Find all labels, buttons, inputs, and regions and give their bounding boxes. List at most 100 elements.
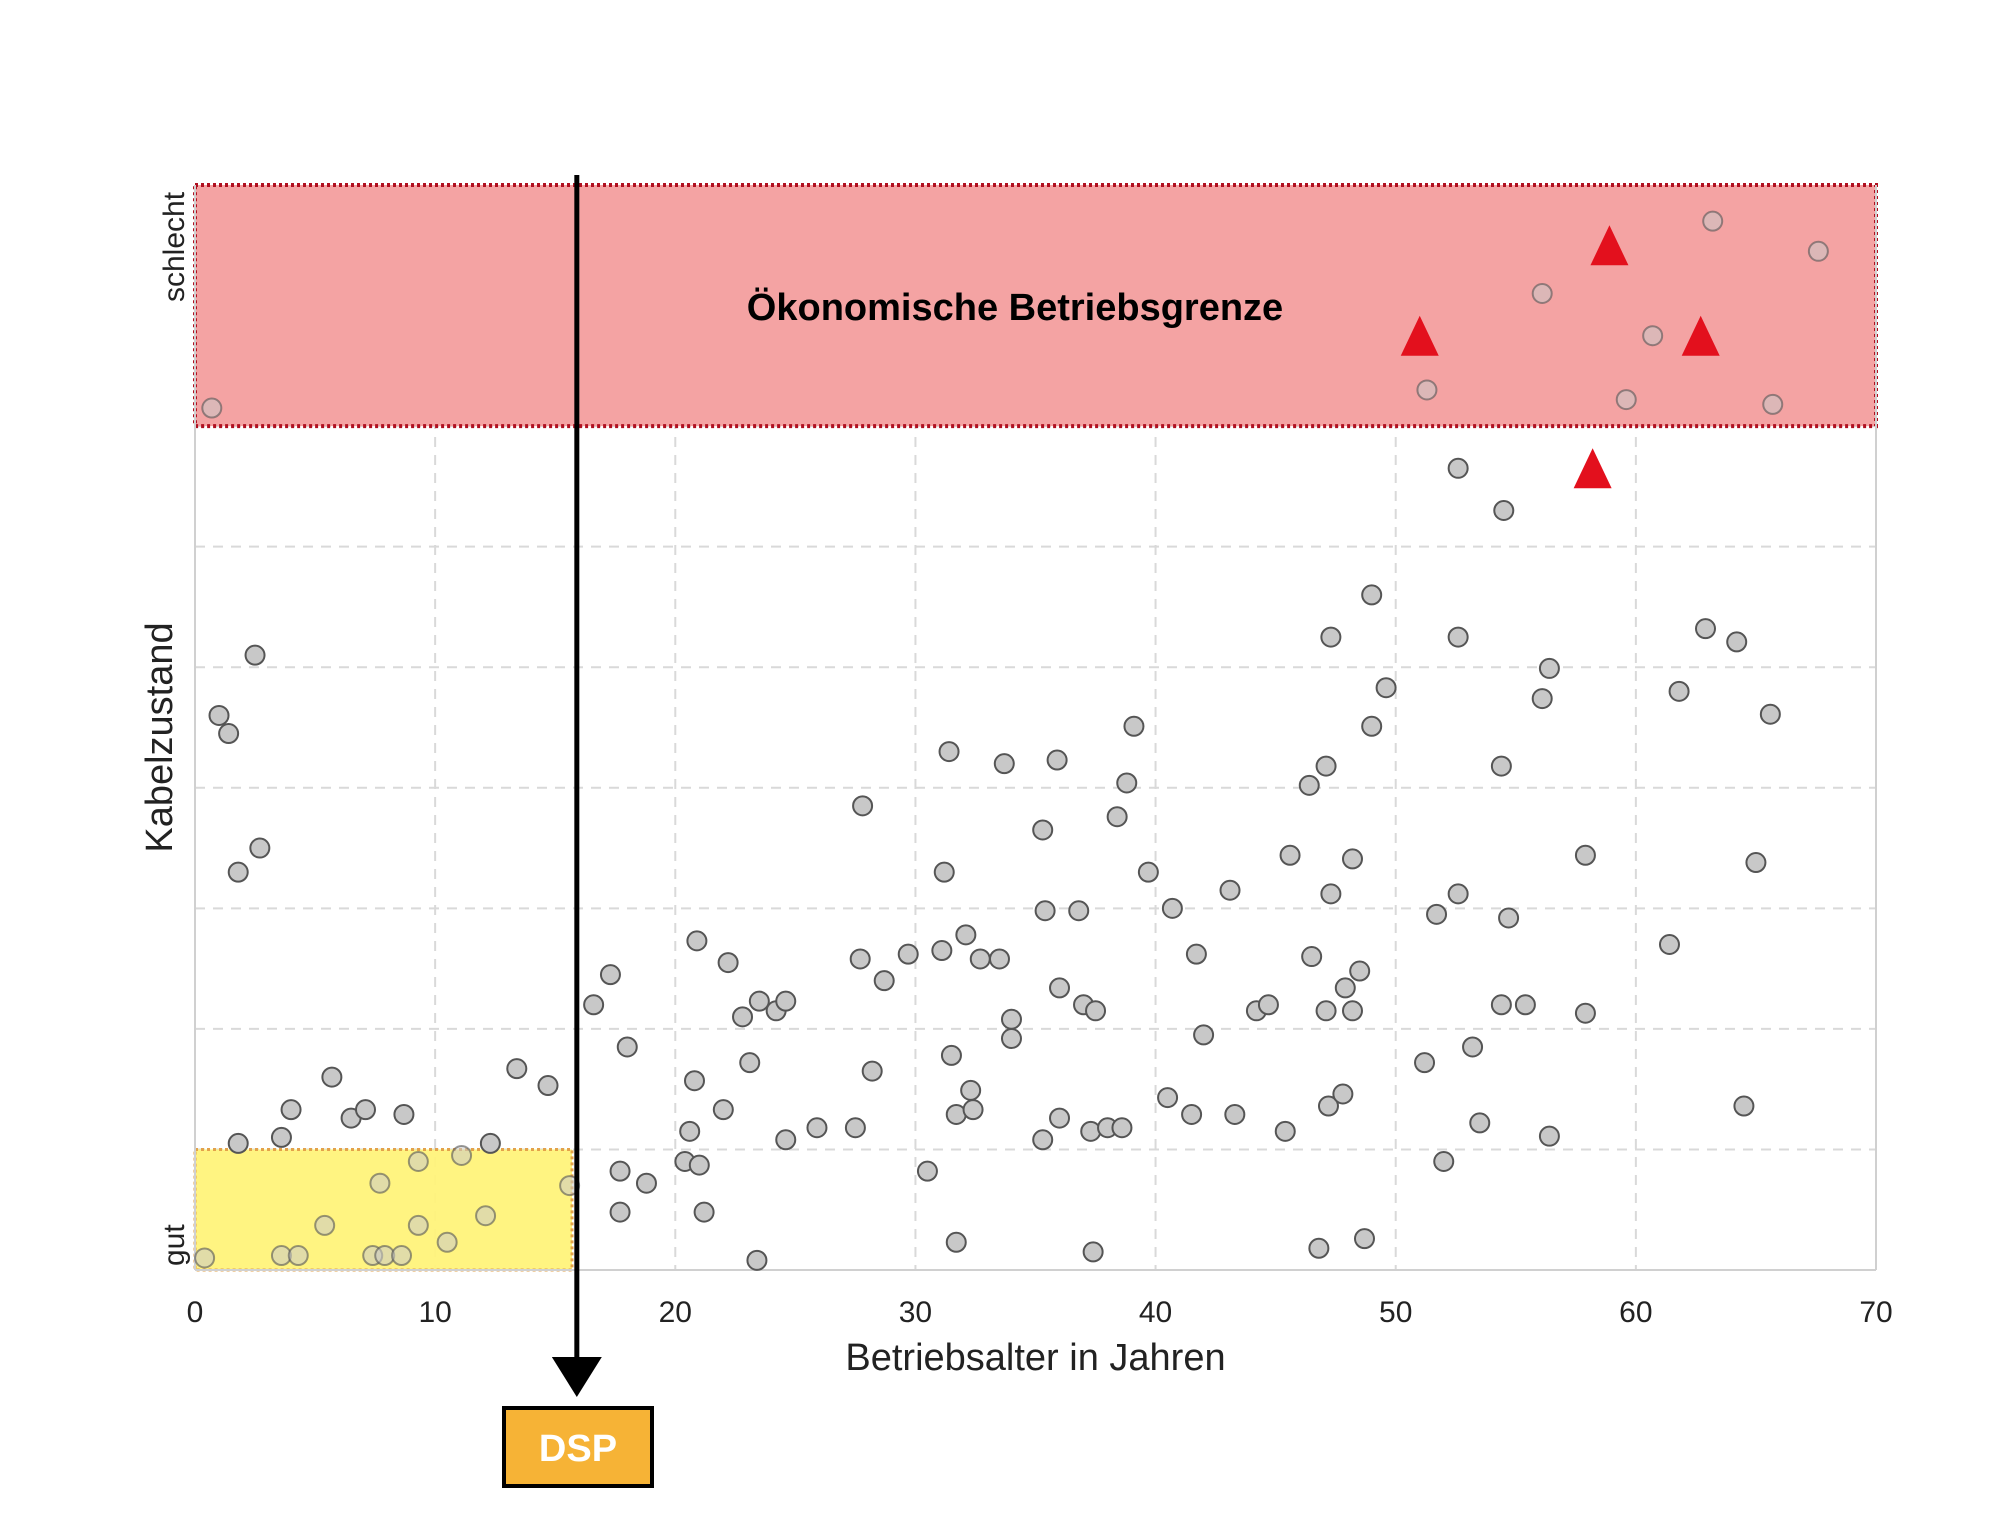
data-point (1219, 879, 1241, 901)
data-point (1193, 1024, 1215, 1046)
data-point-triangle (1573, 448, 1612, 489)
data-point (1642, 325, 1664, 347)
data-point (679, 1120, 701, 1142)
data-point (1032, 819, 1054, 841)
data-point (1414, 1052, 1436, 1074)
y-end-label-gut: gut (158, 1224, 191, 1266)
data-point (270, 1126, 292, 1148)
data-point (355, 1099, 377, 1121)
data-point (1490, 994, 1512, 1016)
data-point (475, 1205, 497, 1227)
x-tick-label: 70 (1859, 1296, 1892, 1329)
data-point (537, 1075, 559, 1097)
data-point (916, 1160, 938, 1182)
data-point (1514, 994, 1536, 1016)
dsp-box (502, 1406, 654, 1488)
data-point (739, 1052, 761, 1074)
data-point (931, 940, 953, 962)
x-tick-label: 20 (659, 1296, 692, 1329)
data-point (1745, 852, 1767, 874)
data-point (993, 753, 1015, 775)
zone-label-oekonomische-betriebsgrenze: Ökonomische Betriebsgrenze (747, 286, 1283, 329)
data-point (1315, 755, 1337, 777)
data-point (1257, 994, 1279, 1016)
data-point (1375, 677, 1397, 699)
x-tick-label: 30 (899, 1296, 932, 1329)
data-point (1341, 1000, 1363, 1022)
data-point (249, 837, 271, 859)
data-point (1538, 657, 1560, 679)
data-point (775, 1129, 797, 1151)
data-point (1447, 626, 1469, 648)
data-point (1469, 1112, 1491, 1134)
data-point (688, 1154, 710, 1176)
data-point (1161, 897, 1183, 919)
y-axis-label: Kabelzustand (139, 622, 181, 852)
data-point (1317, 1095, 1339, 1117)
data-point (287, 1245, 309, 1267)
data-point (1762, 393, 1784, 415)
data-point (1068, 900, 1090, 922)
data-point (1426, 903, 1448, 925)
data-point (1462, 1036, 1484, 1058)
data-point (1658, 934, 1680, 955)
data-point (1224, 1103, 1246, 1125)
data-point (683, 1070, 705, 1092)
data-point (1301, 946, 1323, 968)
data-point (1320, 626, 1342, 648)
data-point (1106, 806, 1128, 828)
data-point (1615, 389, 1637, 411)
data-point (321, 1066, 343, 1088)
data-point-triangle (1681, 315, 1720, 356)
data-point (1361, 715, 1383, 737)
data-point (732, 1006, 754, 1028)
data-point (1308, 1237, 1330, 1259)
data-point (1498, 907, 1520, 929)
data-points (194, 210, 1829, 1271)
x-axis-label: Betriebsalter in Jahren (845, 1337, 1225, 1379)
dsp-label: DSP (539, 1428, 617, 1470)
data-point (969, 948, 991, 970)
data-point (1298, 774, 1320, 796)
data-point (746, 1249, 768, 1271)
data-point (1538, 1125, 1560, 1147)
data-point (940, 1044, 962, 1066)
data-point (506, 1058, 528, 1080)
data-point-triangle (1590, 225, 1629, 266)
data-point (1157, 1087, 1179, 1109)
data-point (962, 1099, 984, 1121)
data-point (1353, 1228, 1375, 1250)
data-point (1000, 1028, 1022, 1050)
data-point (1341, 848, 1363, 870)
data-point (1116, 772, 1138, 794)
data-point (693, 1201, 715, 1223)
data-point (1416, 379, 1438, 401)
data-point (1111, 1117, 1133, 1139)
data-point (748, 990, 770, 1012)
data-point (599, 964, 621, 986)
data-point (1447, 883, 1469, 905)
data-point (1046, 749, 1068, 771)
data-point (609, 1201, 631, 1223)
data-point (208, 704, 230, 726)
data-point (1531, 283, 1553, 304)
data-point (1315, 1000, 1337, 1022)
data-point (861, 1060, 883, 1082)
data-point (1726, 631, 1748, 653)
data-point (806, 1117, 828, 1139)
data-point (436, 1231, 458, 1253)
data-point (1080, 1120, 1102, 1142)
data-point (844, 1117, 866, 1139)
data-point (1320, 883, 1342, 905)
data-point (1694, 618, 1716, 640)
data-point (314, 1214, 336, 1236)
axes: 0 10 20 30 40 50 60 70 (187, 185, 1893, 1329)
data-point (1733, 1095, 1755, 1117)
data-point (1049, 977, 1071, 999)
data-point (407, 1151, 429, 1172)
data-point (583, 994, 605, 1016)
data-point (686, 930, 708, 952)
data-point (988, 948, 1010, 970)
data-point (1181, 1103, 1203, 1125)
data-point (1759, 703, 1781, 725)
